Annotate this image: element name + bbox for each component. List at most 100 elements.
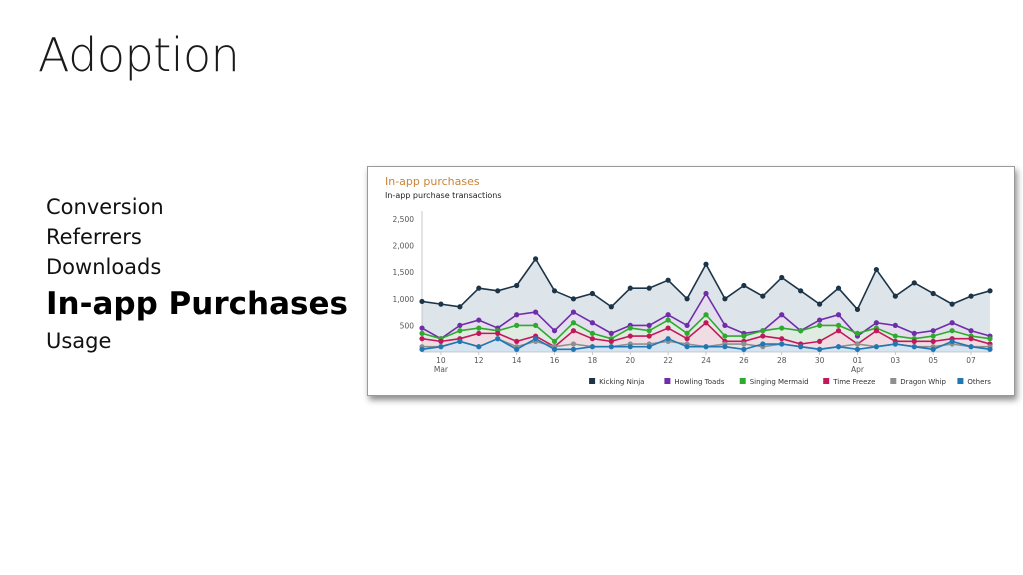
data-point-others[interactable]	[779, 341, 785, 347]
data-point-singing-mermaid[interactable]	[854, 330, 861, 336]
data-point-singing-mermaid[interactable]	[551, 338, 558, 344]
data-point-others[interactable]	[892, 341, 898, 347]
data-point-time-freeze[interactable]	[911, 338, 917, 344]
data-point-singing-mermaid[interactable]	[741, 333, 747, 339]
data-point-kicking-ninja[interactable]	[438, 301, 444, 307]
data-point-time-freeze[interactable]	[665, 325, 671, 331]
data-point-howling-toads[interactable]	[551, 328, 558, 334]
data-point-kicking-ninja[interactable]	[968, 293, 974, 299]
data-point-others[interactable]	[608, 344, 614, 350]
data-point-howling-toads[interactable]	[968, 328, 974, 334]
data-point-howling-toads[interactable]	[665, 312, 671, 318]
data-point-singing-mermaid[interactable]	[570, 320, 577, 326]
data-point-dragon-whip[interactable]	[741, 341, 747, 347]
section-usage[interactable]: Usage	[46, 329, 112, 353]
data-point-howling-toads[interactable]	[835, 312, 842, 318]
data-point-others[interactable]	[457, 338, 463, 344]
data-point-time-freeze[interactable]	[684, 336, 690, 342]
data-point-kicking-ninja[interactable]	[949, 301, 955, 307]
data-point-time-freeze[interactable]	[930, 338, 936, 344]
data-point-others[interactable]	[987, 346, 993, 352]
data-point-singing-mermaid[interactable]	[646, 328, 652, 334]
data-point-kicking-ninja[interactable]	[741, 282, 747, 289]
data-point-singing-mermaid[interactable]	[419, 330, 425, 336]
data-point-others[interactable]	[533, 336, 539, 342]
data-point-time-freeze[interactable]	[589, 336, 595, 342]
data-point-howling-toads[interactable]	[949, 320, 955, 326]
data-point-kicking-ninja[interactable]	[779, 274, 785, 281]
data-point-others[interactable]	[646, 344, 652, 350]
data-point-others[interactable]	[873, 344, 879, 350]
data-point-singing-mermaid[interactable]	[533, 322, 539, 328]
data-point-kicking-ninja[interactable]	[722, 296, 728, 302]
data-point-howling-toads[interactable]	[476, 317, 482, 323]
data-point-time-freeze[interactable]	[779, 336, 785, 342]
data-point-kicking-ninja[interactable]	[911, 280, 917, 286]
data-point-kicking-ninja[interactable]	[533, 256, 539, 262]
data-point-others[interactable]	[570, 346, 577, 352]
data-point-howling-toads[interactable]	[722, 322, 728, 328]
data-point-singing-mermaid[interactable]	[817, 322, 823, 328]
data-point-kicking-ninja[interactable]	[514, 282, 520, 289]
data-point-howling-toads[interactable]	[419, 325, 425, 331]
section-conversion[interactable]: Conversion	[46, 195, 164, 219]
data-point-singing-mermaid[interactable]	[892, 333, 898, 339]
data-point-kicking-ninja[interactable]	[817, 301, 823, 307]
data-point-others[interactable]	[968, 344, 974, 350]
data-point-howling-toads[interactable]	[930, 328, 936, 334]
data-point-howling-toads[interactable]	[457, 322, 463, 328]
data-point-others[interactable]	[854, 346, 861, 352]
data-point-others[interactable]	[589, 344, 595, 350]
data-point-time-freeze[interactable]	[703, 320, 709, 326]
data-point-dragon-whip[interactable]	[854, 341, 861, 347]
data-point-howling-toads[interactable]	[703, 290, 709, 297]
data-point-singing-mermaid[interactable]	[760, 328, 766, 334]
data-point-others[interactable]	[514, 346, 520, 352]
data-point-others[interactable]	[476, 344, 482, 350]
data-point-singing-mermaid[interactable]	[798, 328, 804, 334]
data-point-others[interactable]	[551, 346, 558, 352]
data-point-howling-toads[interactable]	[608, 330, 614, 336]
section-downloads[interactable]: Downloads	[46, 255, 162, 279]
data-point-kicking-ninja[interactable]	[495, 288, 501, 294]
data-point-singing-mermaid[interactable]	[589, 330, 595, 336]
data-point-others[interactable]	[741, 346, 747, 352]
data-point-kicking-ninja[interactable]	[419, 298, 425, 305]
data-point-kicking-ninja[interactable]	[798, 288, 804, 294]
section-referrers[interactable]: Referrers	[46, 225, 142, 249]
data-point-howling-toads[interactable]	[779, 312, 785, 318]
data-point-howling-toads[interactable]	[589, 320, 595, 326]
data-point-time-freeze[interactable]	[476, 330, 482, 336]
section-in-app-purchases[interactable]: In-app Purchases	[46, 286, 348, 322]
data-point-kicking-ninja[interactable]	[684, 296, 690, 302]
data-point-time-freeze[interactable]	[646, 333, 652, 339]
data-point-singing-mermaid[interactable]	[665, 317, 671, 323]
data-point-time-freeze[interactable]	[817, 338, 823, 344]
data-point-kicking-ninja[interactable]	[760, 293, 766, 299]
data-point-time-freeze[interactable]	[495, 330, 501, 336]
data-point-kicking-ninja[interactable]	[589, 290, 595, 297]
data-point-howling-toads[interactable]	[892, 322, 898, 328]
data-point-kicking-ninja[interactable]	[457, 304, 463, 310]
data-point-time-freeze[interactable]	[968, 336, 974, 342]
data-point-howling-toads[interactable]	[873, 320, 879, 326]
data-point-others[interactable]	[798, 344, 804, 350]
data-point-time-freeze[interactable]	[835, 328, 842, 334]
data-point-singing-mermaid[interactable]	[987, 336, 993, 342]
data-point-time-freeze[interactable]	[627, 333, 633, 339]
data-point-kicking-ninja[interactable]	[854, 306, 861, 313]
data-point-dragon-whip[interactable]	[570, 341, 577, 347]
data-point-time-freeze[interactable]	[760, 333, 766, 339]
data-point-time-freeze[interactable]	[438, 338, 444, 344]
data-point-time-freeze[interactable]	[514, 338, 520, 344]
data-point-others[interactable]	[438, 344, 444, 350]
data-point-howling-toads[interactable]	[684, 322, 690, 328]
data-point-kicking-ninja[interactable]	[551, 288, 558, 294]
data-point-kicking-ninja[interactable]	[987, 288, 993, 294]
data-point-howling-toads[interactable]	[533, 309, 539, 315]
data-point-time-freeze[interactable]	[419, 336, 425, 342]
data-point-singing-mermaid[interactable]	[627, 325, 633, 331]
data-point-others[interactable]	[627, 344, 633, 350]
data-point-others[interactable]	[911, 344, 917, 350]
data-point-others[interactable]	[949, 338, 955, 344]
